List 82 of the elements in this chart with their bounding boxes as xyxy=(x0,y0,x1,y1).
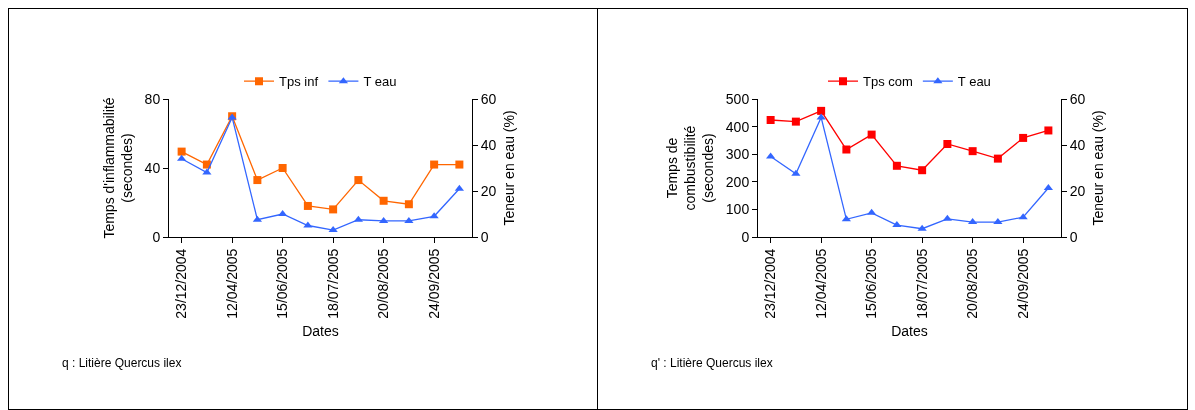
point xyxy=(791,117,800,126)
point xyxy=(892,221,902,228)
y2-tick-label: 60 xyxy=(480,90,497,107)
x-tick-label: 24/09/2005 xyxy=(1014,248,1031,319)
point xyxy=(303,201,312,210)
y2-tick-label: 20 xyxy=(1069,182,1086,199)
y-tick-label: 80 xyxy=(144,90,161,107)
point xyxy=(841,215,851,222)
y-tick-label: 400 xyxy=(725,118,750,135)
y-tick-label: 500 xyxy=(725,90,750,107)
point xyxy=(766,115,775,124)
point xyxy=(353,215,363,222)
point xyxy=(455,160,464,169)
point xyxy=(202,168,212,175)
point xyxy=(942,214,952,221)
x-tick-label: 23/12/2004 xyxy=(762,248,779,319)
y2-tick-label: 40 xyxy=(480,136,497,153)
legend-label: T eau xyxy=(363,74,397,90)
y-tick-label: 40 xyxy=(144,159,161,176)
point xyxy=(252,215,262,222)
point xyxy=(253,176,262,185)
point xyxy=(867,208,877,215)
x-tick-label: 12/04/2005 xyxy=(223,248,240,319)
text: q' : Litière Quercus ilex xyxy=(651,356,773,370)
x-tick-label: 18/07/2005 xyxy=(913,248,930,319)
point xyxy=(328,226,338,233)
point xyxy=(968,147,977,156)
point xyxy=(430,160,439,169)
point xyxy=(1019,133,1028,142)
x-axis-title: Dates xyxy=(302,322,339,339)
legend-label: Tps com xyxy=(863,74,913,90)
x-tick-label: 20/08/2005 xyxy=(375,248,392,319)
y-tick-label: 200 xyxy=(725,173,750,190)
legend-label: T eau xyxy=(957,74,991,90)
point xyxy=(454,184,464,191)
y-axis-title: Temps de combustibilité (secondes) xyxy=(664,125,717,211)
point xyxy=(404,200,413,209)
point xyxy=(404,216,414,223)
point xyxy=(968,218,978,225)
y2-tick-label: 0 xyxy=(480,228,489,245)
point xyxy=(766,152,776,159)
point xyxy=(817,106,826,115)
y2-tick-label: 60 xyxy=(1069,90,1086,107)
x-tick-label: 20/08/2005 xyxy=(964,248,981,319)
point xyxy=(1043,184,1053,191)
point xyxy=(1044,126,1053,135)
point xyxy=(379,196,388,205)
point xyxy=(329,205,338,214)
point xyxy=(177,147,186,156)
y2-tick-label: 40 xyxy=(1069,136,1086,153)
y2-tick-label: 0 xyxy=(1069,228,1078,245)
y2-axis-title: Teneur en eau (%) xyxy=(500,110,517,226)
point xyxy=(303,221,313,228)
point xyxy=(278,164,287,172)
point xyxy=(354,176,363,185)
y2-axis-title: Teneur en eau (%) xyxy=(1089,110,1106,226)
x-tick-label: 15/06/2005 xyxy=(863,248,880,319)
point xyxy=(993,218,1003,225)
point xyxy=(892,161,901,170)
point xyxy=(177,154,187,161)
x-tick-label: 12/04/2005 xyxy=(812,248,829,319)
y-tick-label: 0 xyxy=(741,228,750,245)
x-tick-label: 23/12/2004 xyxy=(173,248,190,319)
x-axis-title: Dates xyxy=(891,322,928,339)
point xyxy=(842,145,851,154)
point xyxy=(867,130,876,139)
point xyxy=(918,166,927,175)
x-tick-label: 18/07/2005 xyxy=(324,248,341,319)
text: q : Litière Quercus ilex xyxy=(62,356,182,370)
y-tick-label: 0 xyxy=(152,228,161,245)
y-tick-label: 100 xyxy=(725,201,750,218)
point xyxy=(917,224,927,231)
point xyxy=(943,139,952,148)
y2-tick-label: 20 xyxy=(480,182,497,199)
legend-label: Tps inf xyxy=(279,74,319,90)
point xyxy=(993,154,1002,163)
point xyxy=(379,216,389,223)
y-axis-title: Temps d'inflammabilité (secondes) xyxy=(101,97,136,239)
x-tick-label: 24/09/2005 xyxy=(425,248,442,319)
x-tick-label: 15/06/2005 xyxy=(274,248,291,319)
point xyxy=(791,169,801,176)
y-tick-label: 300 xyxy=(725,146,750,163)
